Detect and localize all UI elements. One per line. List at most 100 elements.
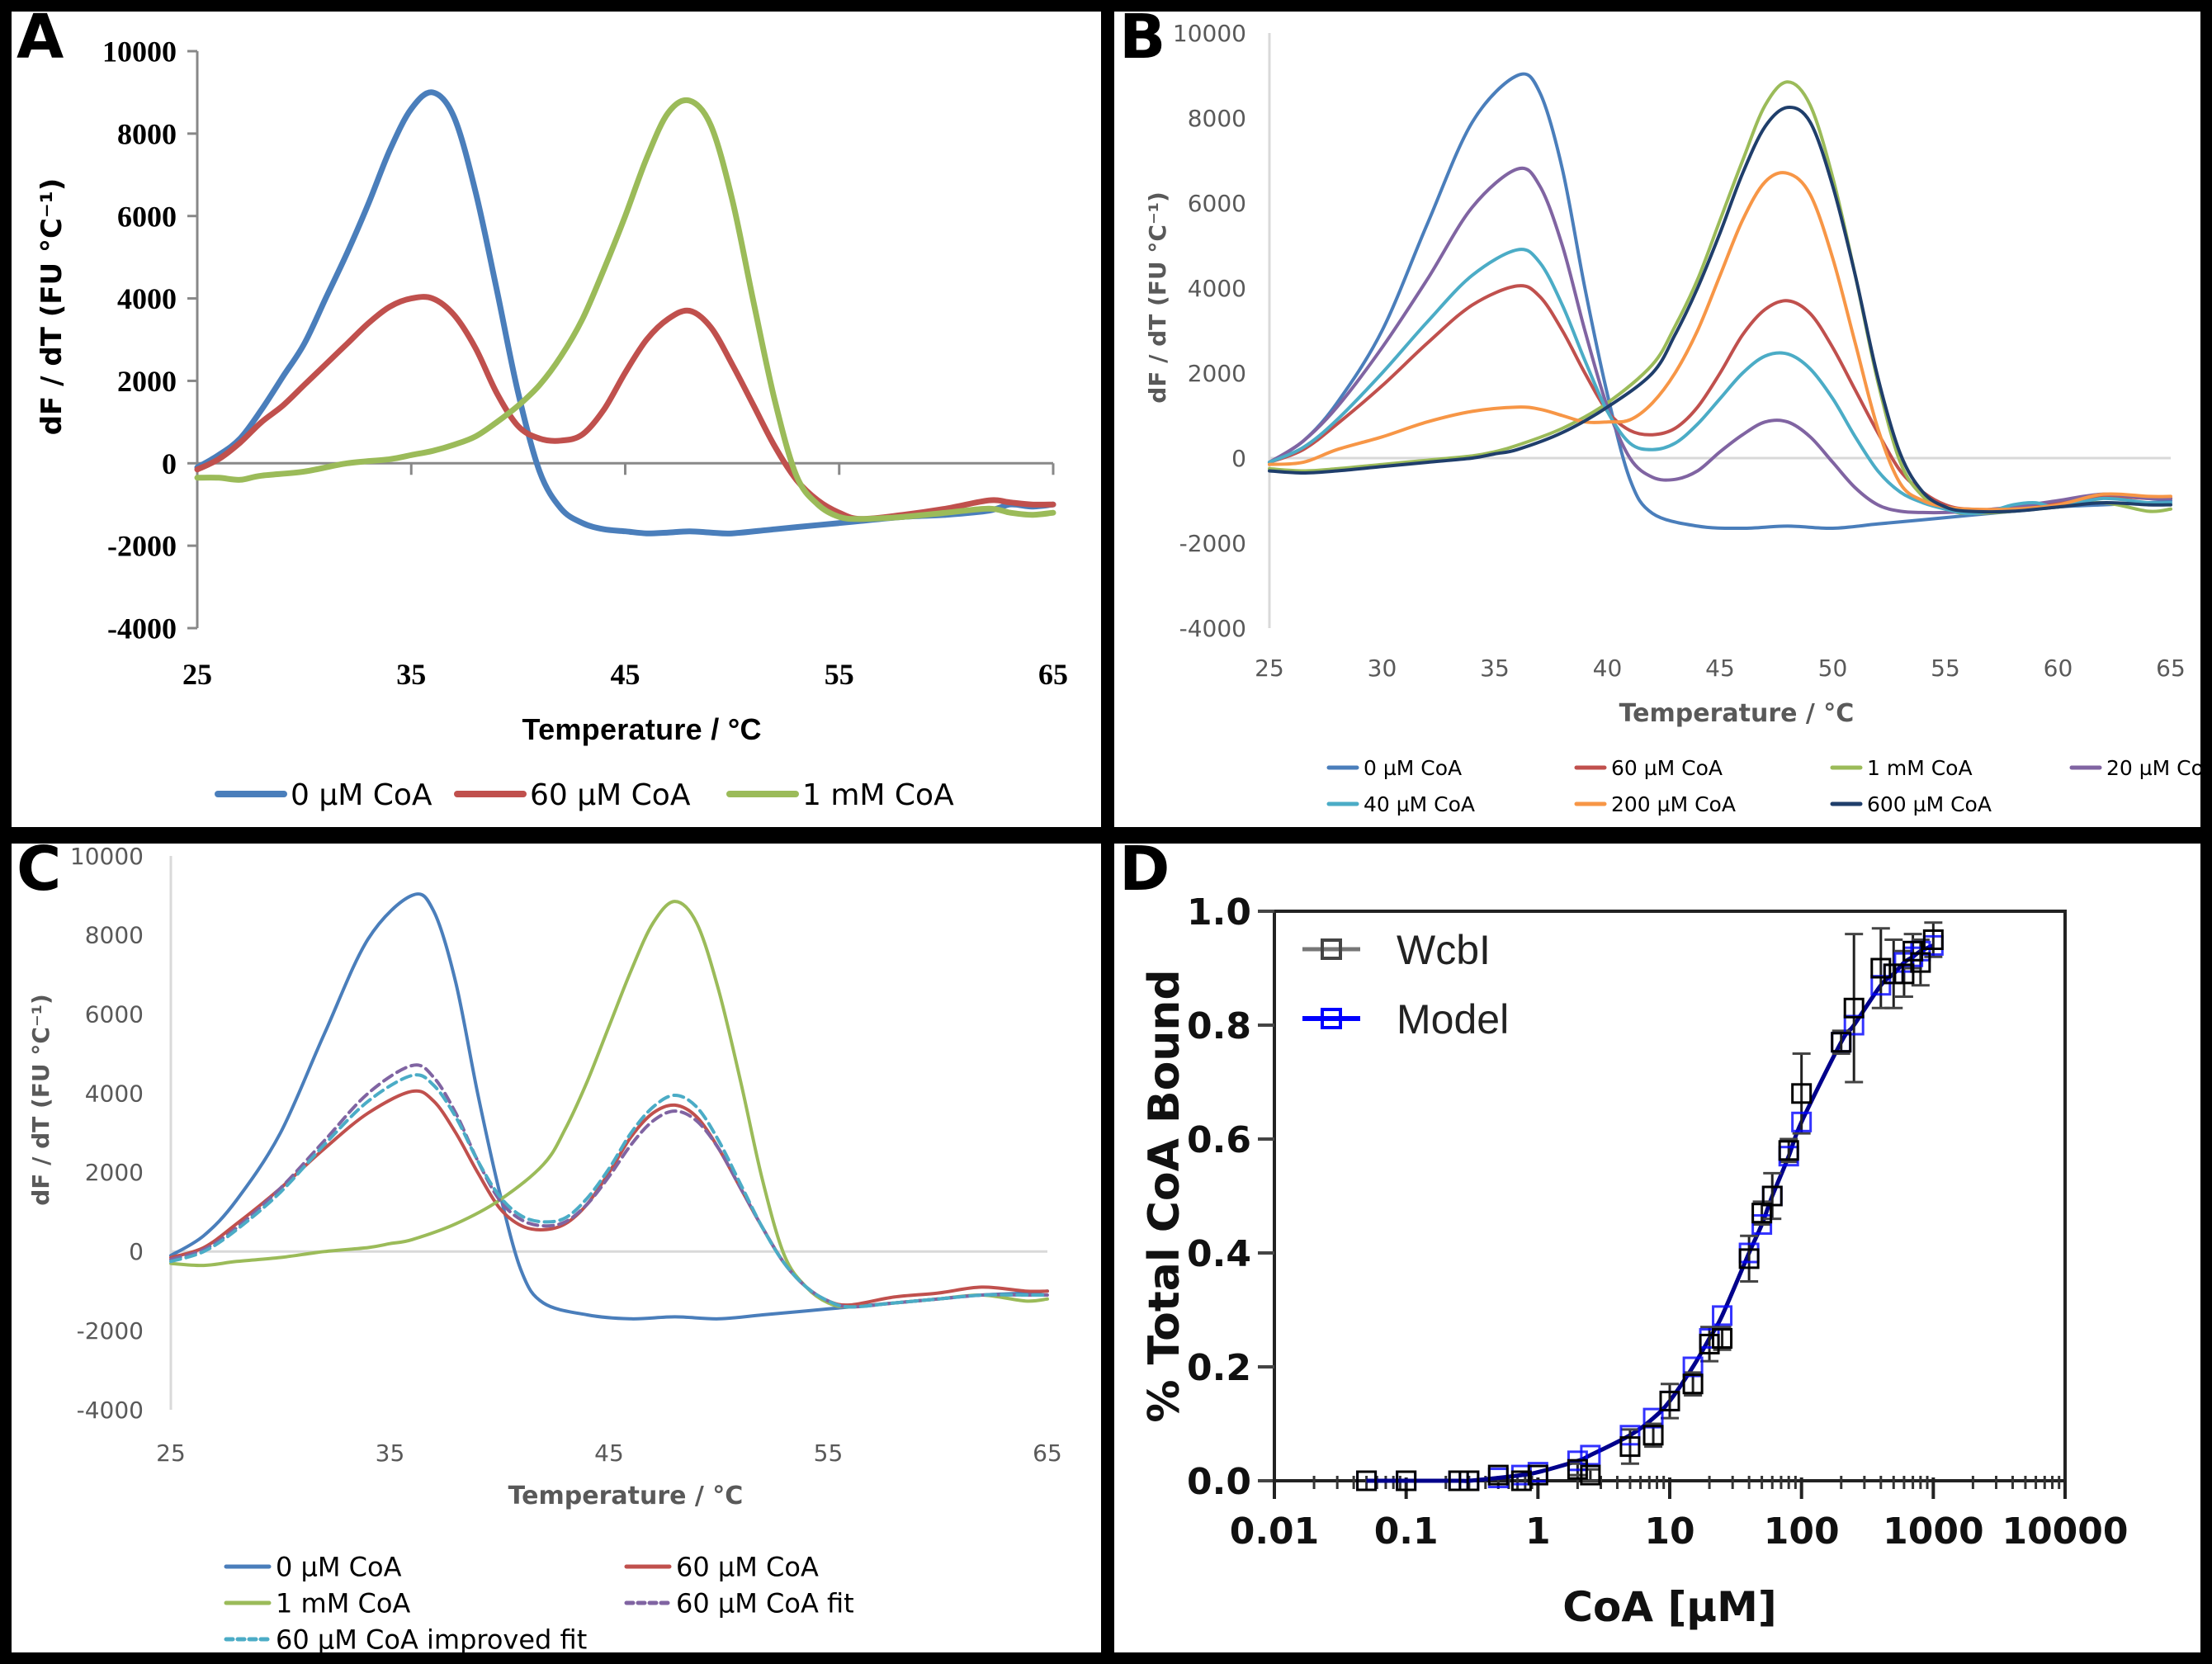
wcbi-point — [1712, 1328, 1733, 1349]
model-point — [1580, 1444, 1601, 1466]
wcbi-point — [1458, 1470, 1480, 1491]
legend-label-4: 40 µM CoA — [1364, 792, 1475, 816]
x-tick-label: 35 — [1480, 655, 1510, 682]
y-axis-label: dF / dT (FU °C⁻¹) — [35, 178, 69, 436]
series-line-3 — [169, 1063, 1049, 1309]
x-tick-label: 1 — [1525, 1510, 1551, 1553]
x-axis-label: Temperature / °C — [508, 1482, 744, 1510]
chart-b: -4000 -2000 0 2000 4000 6000 8000 10000 25 30 35 40… — [1144, 20, 2200, 816]
x-tick-label: 10000 — [2002, 1510, 2128, 1553]
wcbi-point — [1831, 1032, 1852, 1053]
legend-label-4: 60 µM CoA improved fit — [276, 1624, 587, 1652]
y-tick-label: -4000 — [1179, 615, 1246, 642]
legend-label-0: 0 µM CoA — [1364, 756, 1462, 780]
legend-label-1: 60 µM CoA — [676, 1552, 819, 1583]
wcbi-point — [1761, 1185, 1783, 1207]
legend-label-2: 1 mM CoA — [1867, 756, 1973, 780]
legend-label-1: Model — [1397, 996, 1509, 1042]
legend-swatch-marker-0 — [1321, 938, 1342, 960]
series-line-2 — [194, 97, 1056, 522]
y-tick-label: 1.0 — [1187, 891, 1251, 934]
wcbi-point — [1642, 1425, 1664, 1446]
series-line-1 — [169, 1089, 1049, 1307]
series-line-4 — [1268, 248, 2172, 516]
y-tick-label: 2000 — [1188, 360, 1246, 387]
x-tick-label: 100 — [1764, 1510, 1840, 1553]
x-tick-label: 50 — [1818, 655, 1848, 682]
y-tick-label: 0.8 — [1187, 1005, 1251, 1047]
x-tick-label: 25 — [182, 658, 212, 691]
wcbi-point — [1778, 1140, 1799, 1161]
panel-b: -4000 -2000 0 2000 4000 6000 8000 10000 25 30 35 40… — [1114, 12, 2200, 827]
x-tick-label: 65 — [1038, 658, 1068, 691]
y-tick-label: 4000 — [117, 282, 177, 315]
panel-letter-d: D — [1119, 844, 1170, 905]
panel-c: -4000 -2000 0 2000 4000 6000 8000 10000 25 35 45 55… — [12, 844, 1101, 1652]
model-point — [1791, 1111, 1813, 1132]
y-tick-label: -4000 — [107, 612, 177, 645]
series-line-6 — [1268, 105, 2172, 513]
wcbi-point — [1870, 957, 1892, 979]
x-tick-label: 55 — [814, 1439, 844, 1467]
y-tick-label: 8000 — [1188, 105, 1246, 132]
x-tick-label: 65 — [2156, 655, 2186, 682]
model-point — [1619, 1425, 1641, 1446]
chart-a: -4000 -2000 0 2000 4000 6000 8000 10000 25 35 45 55… — [35, 35, 1068, 812]
wcbi-point — [1580, 1464, 1601, 1486]
y-tick-label: 0 — [129, 1238, 144, 1265]
x-tick-label: 25 — [156, 1439, 186, 1467]
series-line-4 — [169, 1073, 1049, 1309]
y-tick-label: 4000 — [85, 1080, 144, 1107]
chart-d: 0.0 0.2 0.4 0.6 0.8 1.0 0.01 0.1 1 10 100 1000 10000… — [1140, 891, 2129, 1631]
x-tick-label: 1000 — [1883, 1510, 1983, 1553]
wcbi-point — [1510, 1470, 1532, 1491]
wcbi-point — [1659, 1390, 1680, 1411]
model-point — [1712, 1305, 1733, 1326]
x-tick-label: 45 — [594, 1439, 624, 1467]
y-tick-label: 2000 — [117, 365, 177, 398]
x-tick-label: 35 — [376, 1439, 405, 1467]
y-tick-label: 8000 — [85, 922, 144, 949]
panel-a: -4000 -2000 0 2000 4000 6000 8000 10000 25 35 45 55… — [12, 12, 1101, 827]
wcbi-point — [1356, 1470, 1378, 1491]
wcbi-point — [1893, 963, 1915, 985]
x-tick-label: 25 — [1255, 655, 1284, 682]
y-tick-label: 6000 — [117, 200, 177, 233]
x-tick-label: 40 — [1593, 655, 1623, 682]
wcbi-point — [1448, 1470, 1469, 1491]
legend-label-2: 1 mM CoA — [802, 778, 954, 812]
x-axis-label: Temperature / °C — [522, 712, 762, 746]
wcbi-point — [1619, 1436, 1641, 1458]
chart-c: -4000 -2000 0 2000 4000 6000 8000 10000 25 35 45 55… — [27, 844, 1062, 1652]
series-line-2 — [169, 900, 1049, 1309]
y-axis-label: dF / dT (FU °C⁻¹) — [27, 994, 54, 1206]
model-point — [1751, 1214, 1773, 1235]
panel-letter-a: A — [17, 12, 64, 73]
y-tick-label: 2000 — [85, 1159, 144, 1186]
y-tick-label: -4000 — [77, 1397, 144, 1424]
wcbi-point — [1883, 963, 1904, 985]
x-tick-label: 10 — [1644, 1510, 1694, 1553]
y-axis-label: % Total CoA Bound — [1140, 969, 1189, 1422]
legend-label-2: 1 mM CoA — [276, 1588, 410, 1619]
legend-label-3: 60 µM CoA fit — [676, 1588, 854, 1619]
y-tick-label: 4000 — [1188, 275, 1246, 302]
x-tick-label: 45 — [1705, 655, 1735, 682]
x-tick-label: 30 — [1368, 655, 1397, 682]
x-tick-label: 45 — [611, 658, 640, 691]
series-line-0 — [1268, 72, 2172, 531]
y-tick-label: -2000 — [107, 530, 177, 563]
wcbi-point — [1487, 1464, 1509, 1486]
y-tick-label: 6000 — [1188, 190, 1246, 217]
x-tick-label: 35 — [396, 658, 426, 691]
panel-letter-c: C — [17, 844, 62, 905]
wcbi-point — [1843, 997, 1865, 1019]
legend-label-0: 0 µM CoA — [291, 778, 432, 812]
series-line-1 — [194, 294, 1056, 522]
y-tick-label: 10000 — [70, 844, 144, 870]
x-axis-label: CoA [µM] — [1562, 1583, 1776, 1631]
y-tick-label: -2000 — [77, 1317, 144, 1345]
legend-label-0: WcbI — [1397, 927, 1491, 973]
legend-label-5: 200 µM CoA — [1611, 792, 1736, 816]
legend-label-1: 60 µM CoA — [530, 778, 691, 812]
